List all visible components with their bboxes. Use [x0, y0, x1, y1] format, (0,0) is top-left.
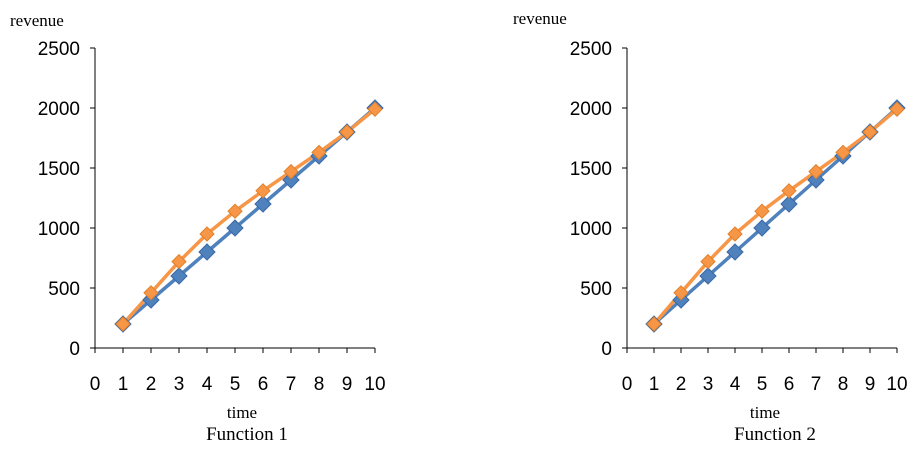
- x-tick-label: 10: [364, 374, 385, 395]
- data-point-marker: [673, 285, 689, 301]
- x-tick-label: 4: [730, 374, 741, 395]
- x-tick-label: 4: [202, 374, 213, 395]
- data-point-marker: [282, 171, 300, 189]
- x-tick-label: 9: [342, 374, 353, 395]
- y-tick-label: 2000: [38, 99, 80, 120]
- data-point-marker: [255, 183, 271, 199]
- x-tick-labels: 0 1 2 3 4 5 6 7 8 9 10: [622, 374, 908, 395]
- y-tick-label: 1500: [570, 159, 612, 180]
- y-tick-label: 2500: [38, 39, 80, 60]
- y-tick-label: 1000: [570, 219, 612, 240]
- series-line-2: [121, 107, 377, 326]
- data-point-marker: [862, 124, 878, 140]
- data-point-marker: [171, 253, 187, 270]
- x-tick-label: 3: [703, 374, 714, 395]
- y-tick-label: 2500: [570, 39, 612, 60]
- data-point-marker: [283, 163, 299, 180]
- chart-caption: Function 1: [206, 424, 288, 445]
- x-tick-label: 1: [649, 374, 660, 395]
- y-tick-label: 1500: [38, 159, 80, 180]
- x-tick-label: 7: [811, 374, 822, 395]
- data-point-marker: [699, 267, 717, 285]
- data-point-marker: [780, 195, 798, 213]
- data-point-marker: [170, 267, 188, 285]
- data-point-marker: [753, 219, 771, 237]
- y-tick-label: 500: [48, 279, 80, 300]
- x-tick-label: 5: [757, 374, 768, 395]
- data-point-marker: [889, 101, 905, 117]
- data-point-marker: [254, 195, 272, 213]
- data-point-marker: [808, 163, 824, 180]
- y-tick-label: 500: [580, 279, 612, 300]
- axes: [90, 47, 376, 353]
- x-axis-label: time: [227, 403, 257, 422]
- series-line-2: [652, 107, 899, 326]
- data-point-marker: [115, 316, 131, 332]
- x-tick-label: 2: [146, 374, 157, 395]
- data-point-marker: [646, 316, 662, 332]
- chart-caption: Function 2: [734, 424, 816, 445]
- y-tick-label: 0: [601, 339, 612, 360]
- y-tick-labels: 0 500 1000 1500 2000 2500: [38, 39, 80, 360]
- y-tick-label: 0: [69, 339, 80, 360]
- x-tick-label: 1: [118, 374, 129, 395]
- data-point-marker: [727, 226, 743, 242]
- x-tick-label: 8: [314, 374, 325, 395]
- data-point-marker: [339, 124, 355, 140]
- series-lines: [121, 106, 377, 326]
- data-point-marker: [781, 183, 797, 199]
- series-markers: [114, 99, 384, 333]
- y-tick-label: 1000: [38, 219, 80, 240]
- y-axis-label: revenue: [513, 9, 567, 28]
- data-point-marker: [835, 144, 851, 161]
- data-point-marker: [754, 203, 770, 219]
- x-tick-label: 3: [174, 374, 185, 395]
- y-tick-label: 2000: [570, 99, 612, 120]
- data-point-marker: [227, 203, 243, 219]
- data-point-marker: [226, 219, 244, 237]
- data-point-marker: [726, 243, 744, 261]
- y-axis-label: revenue: [10, 11, 64, 30]
- x-tick-label: 0: [622, 374, 633, 395]
- series-markers: [645, 99, 906, 333]
- data-point-marker: [199, 226, 215, 242]
- x-tick-label: 7: [286, 374, 297, 395]
- x-tick-label: 6: [784, 374, 795, 395]
- x-tick-label: 10: [886, 374, 907, 395]
- data-point-marker: [700, 253, 716, 270]
- x-tick-label: 8: [838, 374, 849, 395]
- data-point-marker: [367, 101, 383, 117]
- x-tick-label: 6: [258, 374, 269, 395]
- data-point-marker: [198, 243, 216, 261]
- data-point-marker: [807, 171, 825, 189]
- data-point-marker: [311, 144, 327, 161]
- y-tick-labels: 0 500 1000 1500 2000 2500: [570, 39, 612, 360]
- x-tick-label: 2: [676, 374, 687, 395]
- x-tick-label: 9: [865, 374, 876, 395]
- axes: [622, 47, 898, 353]
- x-axis-label: time: [750, 403, 780, 422]
- data-point-marker: [143, 285, 159, 301]
- series-lines: [652, 106, 899, 326]
- x-tick-label: 0: [90, 374, 101, 395]
- x-tick-label: 5: [230, 374, 241, 395]
- x-tick-labels: 0 1 2 3 4 5 6 7 8 9 10: [90, 374, 386, 395]
